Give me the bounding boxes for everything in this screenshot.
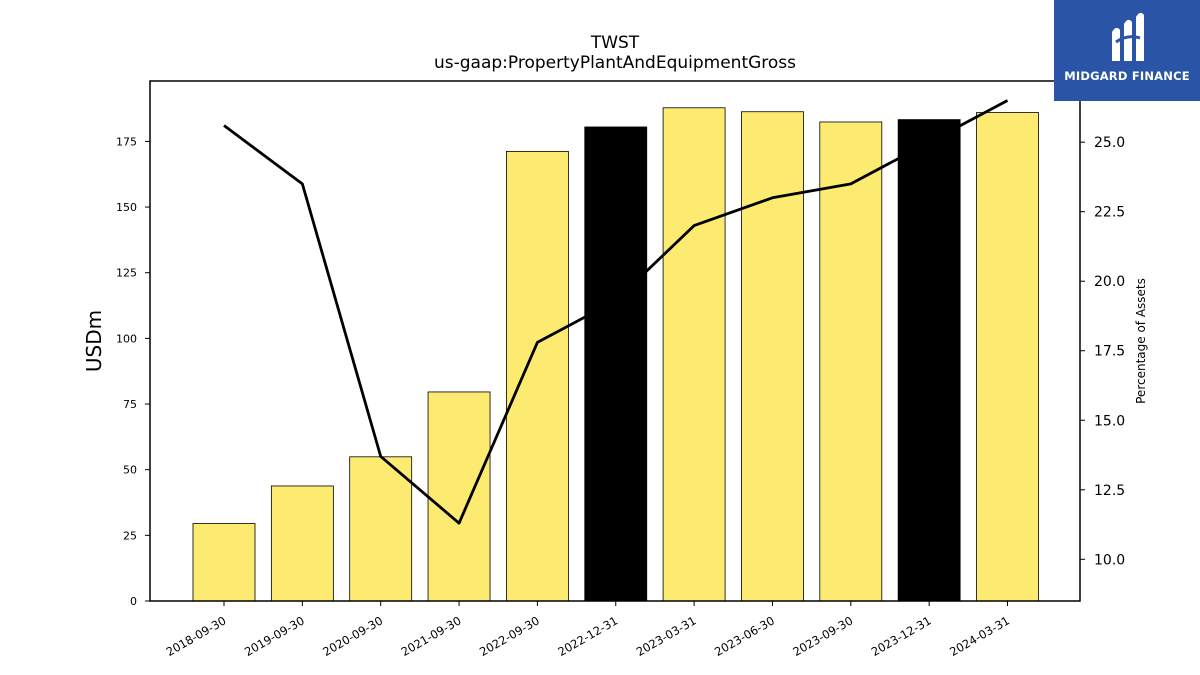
y-tick-label: 50	[123, 464, 137, 477]
y-tick-label: 75	[123, 398, 137, 411]
y2-axis-label: Percentage of Assets	[1134, 278, 1148, 404]
y-tick-label: 0	[130, 595, 137, 608]
y-tick-label: 175	[116, 135, 137, 148]
x-tick-label: 2022-12-31	[555, 613, 620, 659]
x-tick-label: 2023-12-31	[869, 613, 934, 659]
right-axis-ticks: 10.0 12.5 15.0 17.5 20.0 22.5 25.0	[1080, 135, 1125, 568]
x-tick-label: 2023-06-30	[712, 613, 777, 659]
bar	[976, 112, 1039, 602]
y-axis-label: USDm	[82, 310, 106, 372]
line-group	[223, 99, 1009, 525]
bar	[349, 456, 413, 602]
x-tick-label: 2019-09-30	[242, 613, 307, 659]
x-axis-ticks: 2018-09-30 2019-09-30 2020-09-30 2021-09-30…	[164, 601, 1012, 659]
x-tick-label: 2020-09-30	[320, 613, 385, 659]
x-tick-label: 2021-09-30	[399, 613, 464, 659]
chart-title: TWST	[590, 33, 640, 53]
x-tick-label: 2018-09-30	[164, 613, 229, 659]
brand-logo: MIDGARD FINANCE	[1054, 0, 1200, 101]
y2-tick-label: 17.5	[1094, 344, 1125, 360]
x-tick-label: 2023-03-31	[634, 613, 699, 659]
bar	[192, 523, 256, 602]
bar	[505, 150, 569, 602]
x-tick-label: 2024-03-31	[947, 613, 1012, 659]
bar	[819, 121, 883, 602]
y-tick-label: 125	[116, 267, 137, 280]
y2-tick-label: 20.0	[1094, 274, 1125, 290]
bar	[897, 119, 961, 602]
y2-tick-label: 10.0	[1094, 552, 1125, 568]
chart-subtitle: us-gaap:PropertyPlantAndEquipmentGross	[433, 53, 797, 73]
bar	[662, 107, 726, 602]
x-tick-label: 2023-09-30	[790, 613, 855, 659]
y-tick-label: 25	[123, 529, 137, 542]
y-tick-label: 150	[116, 201, 137, 214]
plot-frame	[149, 80, 1081, 602]
bar	[270, 485, 334, 602]
brand-name: MIDGARD FINANCE	[1064, 69, 1190, 83]
bar	[584, 126, 648, 602]
bars-group	[192, 107, 1039, 602]
y2-tick-label: 12.5	[1094, 483, 1125, 499]
y-tick-label: 100	[116, 332, 137, 345]
percentage-line	[223, 99, 1009, 525]
bar	[427, 391, 491, 602]
left-axis-ticks: 0 25 50 75 100 125 150 175	[116, 135, 150, 608]
bar	[741, 111, 804, 602]
y2-tick-label: 15.0	[1094, 413, 1125, 429]
x-tick-label: 2022-09-30	[477, 613, 542, 659]
y2-tick-label: 25.0	[1094, 135, 1125, 151]
logo-mark-icon	[1112, 12, 1144, 61]
y2-tick-label: 22.5	[1094, 205, 1125, 221]
